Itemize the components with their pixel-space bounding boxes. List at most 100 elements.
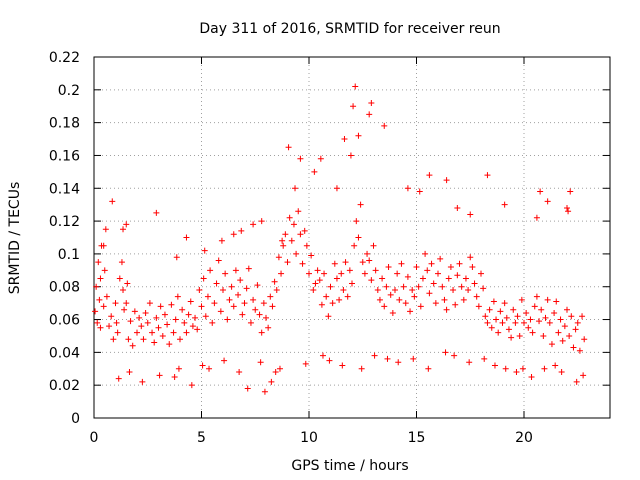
data-point xyxy=(284,259,291,266)
y-tick-label: 0.22 xyxy=(49,50,80,66)
x-tick-label: 10 xyxy=(300,430,318,446)
data-point xyxy=(252,306,259,313)
data-point xyxy=(257,359,264,366)
x-tick-label: 0 xyxy=(90,430,99,446)
data-point xyxy=(580,372,587,379)
data-point xyxy=(513,369,520,376)
data-point xyxy=(317,155,324,162)
data-point xyxy=(469,264,476,271)
data-point xyxy=(581,336,588,343)
data-point xyxy=(451,352,458,359)
data-point xyxy=(258,329,265,336)
data-point xyxy=(359,259,366,266)
data-point xyxy=(430,280,437,287)
data-point xyxy=(456,260,463,267)
data-point xyxy=(493,316,500,323)
data-point xyxy=(516,332,523,339)
data-point xyxy=(267,293,274,300)
data-point xyxy=(570,344,577,351)
data-point xyxy=(528,373,535,380)
data-point xyxy=(295,208,302,215)
data-point xyxy=(213,280,220,287)
data-point xyxy=(263,314,269,321)
data-point xyxy=(358,365,365,372)
data-point xyxy=(120,287,127,294)
data-point xyxy=(168,301,175,308)
grid-lines xyxy=(94,57,610,418)
data-point xyxy=(407,308,414,315)
data-point xyxy=(170,329,177,336)
data-point xyxy=(333,275,340,282)
data-point xyxy=(256,311,263,318)
data-point xyxy=(533,214,540,221)
data-point xyxy=(361,270,368,277)
data-point xyxy=(187,298,194,305)
data-point xyxy=(247,319,254,326)
y-tick-label: 0.16 xyxy=(49,148,80,164)
data-point xyxy=(194,326,201,333)
data-point xyxy=(338,270,345,277)
data-point xyxy=(199,362,206,369)
data-point xyxy=(273,287,280,294)
data-point xyxy=(308,252,315,259)
data-point xyxy=(576,347,583,354)
data-point xyxy=(502,365,509,372)
data-point xyxy=(236,369,243,376)
data-points xyxy=(92,83,588,395)
data-point xyxy=(347,152,354,159)
data-point xyxy=(353,218,360,225)
y-axis-label: SRMTID / TECUs xyxy=(7,182,23,295)
data-point xyxy=(559,337,566,344)
data-point xyxy=(372,267,379,274)
data-point xyxy=(568,313,575,320)
data-point xyxy=(443,306,450,313)
data-point xyxy=(454,272,461,279)
data-point xyxy=(482,313,489,320)
y-tick-label: 0.04 xyxy=(49,345,80,361)
y-tick-label: 0.1 xyxy=(58,247,80,263)
data-point xyxy=(228,283,235,290)
data-point xyxy=(103,293,110,300)
data-point xyxy=(124,280,131,287)
data-point xyxy=(164,321,171,328)
data-point xyxy=(486,306,493,313)
data-point xyxy=(400,283,407,290)
data-point xyxy=(321,270,328,277)
data-point xyxy=(484,172,491,179)
data-point xyxy=(521,319,527,326)
data-point xyxy=(424,267,431,274)
data-point xyxy=(113,319,120,326)
data-point xyxy=(531,303,538,310)
data-point xyxy=(439,283,446,290)
data-point xyxy=(536,318,543,325)
data-point xyxy=(106,323,113,330)
data-point xyxy=(166,341,173,348)
data-point xyxy=(102,226,109,233)
data-point xyxy=(136,314,143,321)
data-point xyxy=(519,365,526,372)
data-point xyxy=(237,277,244,284)
data-point xyxy=(174,293,181,300)
data-point xyxy=(450,287,457,294)
data-point xyxy=(96,296,103,303)
data-point xyxy=(491,362,498,369)
y-tick-label: 0.08 xyxy=(49,280,80,296)
data-point xyxy=(349,280,355,287)
data-point xyxy=(387,291,394,298)
data-point xyxy=(238,227,245,234)
data-point xyxy=(514,313,521,320)
data-point xyxy=(561,323,568,330)
data-point xyxy=(339,362,346,369)
data-point xyxy=(410,355,417,362)
data-point xyxy=(355,234,362,241)
plot-frame xyxy=(93,56,611,419)
data-point xyxy=(503,314,510,321)
data-point xyxy=(299,260,306,267)
data-point xyxy=(310,287,317,294)
data-point xyxy=(501,201,508,208)
data-point xyxy=(108,313,115,320)
data-point xyxy=(395,359,402,366)
data-point xyxy=(286,214,293,221)
x-tick-label: 15 xyxy=(408,430,426,446)
